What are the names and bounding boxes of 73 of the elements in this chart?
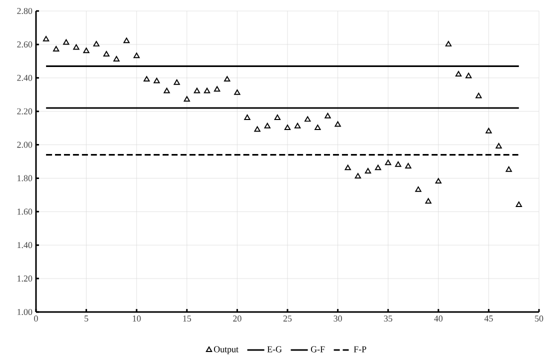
point xyxy=(415,186,422,192)
y-tick-label: 2.00 xyxy=(17,142,32,148)
point xyxy=(506,166,512,172)
point xyxy=(42,36,50,42)
point xyxy=(344,164,351,170)
y-tick-label: 1.20 xyxy=(18,276,32,282)
x-tick-label: 15 xyxy=(183,316,192,322)
point xyxy=(113,56,120,62)
point xyxy=(164,88,170,94)
x-tick-label: 0 xyxy=(34,316,38,322)
x-tick-label: 25 xyxy=(283,316,292,322)
y-tick-label: 2.80 xyxy=(17,8,32,14)
point xyxy=(174,79,180,85)
point xyxy=(63,39,70,45)
point xyxy=(445,40,452,46)
point xyxy=(516,201,522,207)
point xyxy=(204,88,210,94)
point xyxy=(385,160,392,166)
x-tick-label: 40 xyxy=(434,316,443,322)
point xyxy=(214,86,220,92)
point xyxy=(244,114,250,120)
point xyxy=(496,142,502,148)
point xyxy=(73,44,80,50)
x-tick-label: 35 xyxy=(384,316,392,322)
point xyxy=(144,76,150,82)
point xyxy=(294,122,301,128)
y-tick-label: 1.40 xyxy=(18,242,32,248)
point xyxy=(83,48,90,54)
y-tick-label: 2.60 xyxy=(17,41,32,48)
point xyxy=(254,126,260,132)
y-tick-label: 1.60 xyxy=(18,208,32,215)
point xyxy=(486,128,492,134)
point xyxy=(123,38,130,44)
point xyxy=(435,178,442,184)
point xyxy=(264,122,270,128)
legend-label: Output xyxy=(214,346,238,354)
y-tick-label: 2.20 xyxy=(17,108,32,114)
point xyxy=(53,46,60,52)
x-tick-label: 5 xyxy=(84,316,88,322)
x-tick-label: 10 xyxy=(132,316,141,322)
point xyxy=(304,116,311,122)
point xyxy=(194,88,200,94)
x-tick-label: 45 xyxy=(484,316,493,322)
point xyxy=(154,78,160,84)
legend-label: E-G xyxy=(267,346,282,352)
point xyxy=(103,50,110,56)
x-tick-label: 20 xyxy=(233,316,242,322)
point xyxy=(274,114,281,120)
point xyxy=(314,124,321,130)
legend-label: G-F xyxy=(310,346,325,352)
point xyxy=(374,164,382,170)
point xyxy=(284,124,291,130)
point xyxy=(184,96,190,102)
y-tick-label: 1.80 xyxy=(18,175,32,182)
point xyxy=(395,161,402,167)
y-tick-label: 2.40 xyxy=(17,74,32,81)
point xyxy=(324,112,331,118)
x-tick-label: 50 xyxy=(535,316,544,322)
point xyxy=(455,71,462,77)
point xyxy=(93,40,100,46)
y-tick-label: 1.00 xyxy=(18,308,32,316)
legend-label: F-P xyxy=(354,346,366,352)
point xyxy=(134,52,140,58)
point xyxy=(465,72,472,78)
point xyxy=(234,89,240,95)
point xyxy=(224,76,230,82)
point xyxy=(425,198,432,204)
point xyxy=(334,121,341,127)
x-tick-label: 30 xyxy=(334,316,342,322)
point xyxy=(476,92,482,98)
point xyxy=(364,168,372,174)
point xyxy=(405,163,412,169)
point xyxy=(354,173,362,179)
